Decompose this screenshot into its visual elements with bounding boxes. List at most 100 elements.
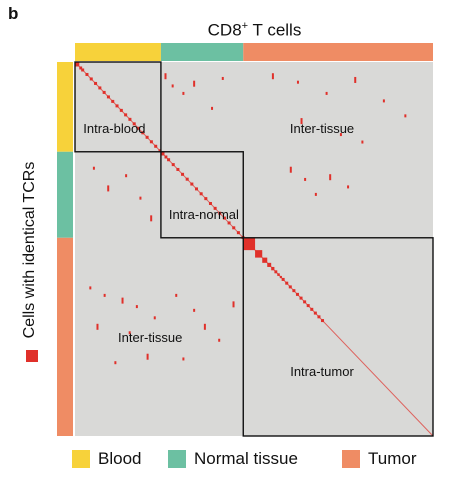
legend-item-blood: Blood: [72, 447, 141, 471]
left-group-bar-normal-tissue: [57, 151, 73, 238]
region-label: Inter-tissue: [290, 121, 354, 136]
clone-block: [277, 273, 280, 276]
shared-clone: [203, 323, 206, 330]
clone-dot: [236, 231, 240, 235]
clone-block: [243, 237, 256, 251]
shared-clone: [347, 185, 350, 189]
clone-dot: [149, 140, 153, 144]
clone-dot: [190, 182, 194, 186]
clone-dot: [137, 126, 141, 130]
clone-dot: [204, 197, 208, 201]
clone-block: [274, 270, 278, 274]
shared-clone: [128, 331, 131, 335]
region-label: Inter-tissue: [118, 330, 182, 345]
title-rest: T cells: [248, 20, 302, 40]
box-0: [74, 61, 162, 153]
clone-dot: [81, 68, 85, 72]
shared-clone: [404, 114, 407, 118]
clone-dot: [128, 117, 132, 121]
shared-clone: [300, 118, 303, 125]
clone-dot: [98, 86, 102, 90]
clone-dot: [119, 108, 123, 112]
shared-clone: [182, 91, 185, 95]
shared-clone: [89, 286, 92, 290]
clone-block: [160, 151, 165, 156]
shared-clone: [354, 76, 357, 83]
clone-dot: [199, 192, 203, 196]
clone-dot: [227, 221, 231, 225]
clone-block: [164, 155, 168, 159]
clone-block: [255, 250, 263, 258]
legend-label-normal: Normal tissue: [194, 449, 298, 468]
legend-swatch-tumor: [342, 450, 360, 468]
region-label: Intra-normal: [169, 207, 239, 222]
box-2: [242, 237, 434, 437]
shared-clone: [150, 215, 153, 222]
clone-block: [279, 275, 282, 279]
shared-clone: [232, 301, 235, 308]
clone-block: [262, 257, 268, 263]
clone-dot: [85, 72, 89, 76]
clone-color-swatch: [26, 350, 38, 362]
clone-dot: [222, 216, 226, 220]
shared-clone: [325, 91, 328, 95]
clone-dot: [111, 99, 115, 103]
clone-dot: [141, 131, 145, 135]
clone-dot: [176, 167, 180, 171]
clone-block: [271, 266, 275, 271]
shared-clone: [139, 196, 142, 200]
clone-dot: [167, 158, 171, 162]
clone-dot: [89, 77, 93, 81]
shared-clone: [114, 361, 117, 365]
clone-dot: [145, 135, 149, 139]
clone-dot: [195, 187, 199, 191]
clone-dot: [208, 201, 212, 205]
clone-dot: [295, 292, 299, 296]
left-group-bar-blood: [57, 62, 73, 152]
clone-dot: [185, 177, 189, 181]
clone-dot: [154, 144, 158, 148]
shared-clone: [125, 174, 128, 178]
legend-label-tumor: Tumor: [368, 449, 417, 468]
clone-dot: [285, 281, 289, 285]
shared-clone: [382, 99, 385, 103]
panel-letter: b: [8, 4, 19, 23]
left-group-bar-tumor: [57, 237, 73, 436]
clone-block: [79, 66, 83, 70]
clone-dot: [288, 285, 292, 289]
top-group-bar-tumor: [243, 43, 433, 61]
clone-block: [267, 262, 272, 267]
shared-clone: [103, 293, 106, 297]
legend-swatch-blood: [72, 450, 90, 468]
shared-clone: [135, 305, 138, 309]
clone-dot: [313, 311, 317, 315]
shared-clone: [182, 357, 185, 361]
legend-item-tumor: Tumor: [342, 447, 417, 471]
legend-item-normal: Normal tissue: [168, 447, 298, 471]
clone-dot: [124, 113, 128, 117]
clone-dot: [310, 307, 314, 311]
shared-clone: [314, 192, 317, 196]
shared-clone: [289, 166, 292, 173]
clone-dot: [115, 104, 119, 108]
shared-clone: [211, 106, 214, 110]
top-group-bar-normal-tissue: [160, 43, 244, 61]
shared-clone: [96, 323, 99, 330]
shared-clone: [193, 308, 196, 312]
title-superscript: +: [241, 20, 249, 32]
clone-dot: [94, 81, 98, 85]
clone-dot: [213, 206, 217, 210]
clone-dot: [106, 95, 110, 99]
clone-dot: [321, 319, 325, 323]
clone-dot: [299, 296, 303, 300]
shared-clone: [329, 174, 332, 181]
region-label: Intra-tumor: [290, 364, 354, 379]
clone-dot: [102, 90, 106, 94]
clone-dot: [303, 300, 307, 304]
shared-clone: [92, 166, 95, 170]
clone-dot: [317, 315, 321, 319]
clone-dot: [181, 172, 185, 176]
shared-clone: [221, 76, 224, 80]
